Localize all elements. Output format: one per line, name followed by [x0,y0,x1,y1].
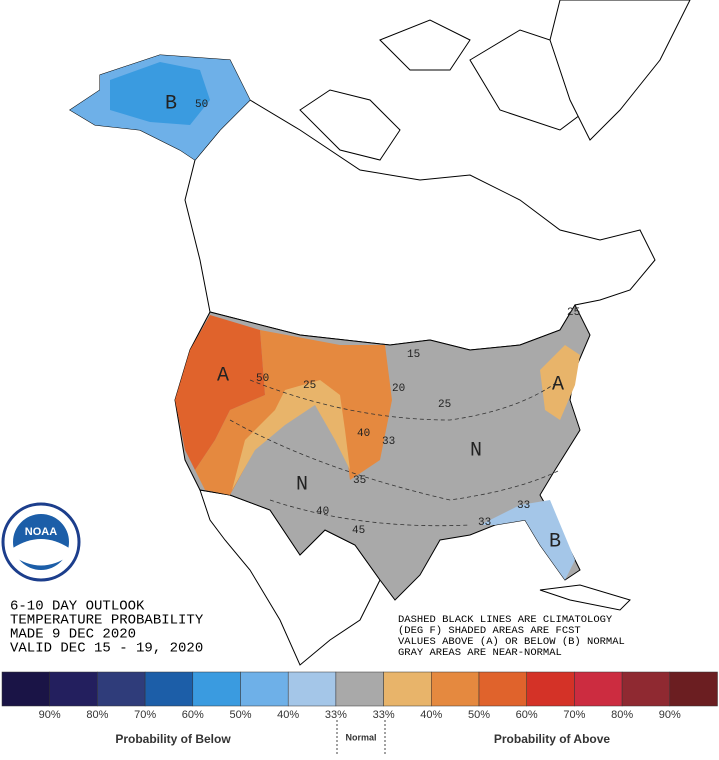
legend-label: 70% [563,709,585,721]
info-block: 6-10 DAY OUTLOOK TEMPERATURE PROBABILITY… [10,599,204,657]
map-label: 33 [382,436,395,448]
alaska-below-core [110,62,210,125]
legend-label: 50% [229,709,251,721]
noaa-logo: NOAA [1,502,81,582]
legend-swatch [287,671,337,707]
map-label: 25 [438,399,451,411]
legend-label: 33% [325,709,347,721]
legend: Probability of Below Normal Probability … [1,671,718,755]
map-label: 15 [407,349,420,361]
legend-swatch [1,671,50,707]
map-label: N [470,439,482,462]
legend-label: 70% [134,709,156,721]
legend-label: 40% [420,709,442,721]
note-line: VALUES ABOVE (A) OR BELOW (B) NORMAL [398,636,625,648]
map-label: A [552,373,564,396]
map-label: B [549,530,561,553]
legend-above-title: Probability of Above [494,732,611,746]
logo-text: NOAA [25,526,57,538]
isotherm [229,419,561,501]
legend-swatch [240,671,289,707]
cuba [539,584,631,611]
legend-swatch [526,671,575,707]
logo-wave [13,539,69,566]
legend-swatch [144,671,194,707]
climatology-lines [229,379,561,527]
map-labels: B 50 A 50 25 N 40 45 N B 33 33 A 40 33 2… [165,92,580,553]
legend-swatch [478,671,527,707]
legend-label: 80% [86,709,108,721]
map-label: A [217,364,229,387]
map-label: 40 [357,428,370,440]
note-line: GRAY AREAS ARE NEAR-NORMAL [398,647,562,659]
map-label: B [165,92,177,115]
isotherm [249,379,561,421]
map-label: 33 [517,500,530,512]
west-above-40 [232,380,350,490]
isotherm [269,499,471,527]
map-label: 20 [392,383,405,395]
legend-label: 90% [659,709,681,721]
map-label: 40 [316,506,329,518]
info-line: MADE 9 DEC 2020 [10,627,136,643]
note-line: (DEG F) SHADED AREAS ARE FCST [398,625,581,637]
legend-swatch [383,671,432,707]
info-line: TEMPERATURE PROBABILITY [10,613,204,629]
legend-label: 90% [39,709,61,721]
map-label: 25 [303,380,316,392]
legend-swatch [192,671,241,707]
info-line: VALID DEC 15 - 19, 2020 [10,641,203,657]
map-label: 50 [256,373,269,385]
notes-block: DASHED BLACK LINES ARE CLIMATOLOGY (DEG … [398,614,625,659]
west-above-60 [175,315,265,470]
legend-swatch [621,671,671,707]
legend-label: 40% [277,709,299,721]
map-label: 25 [567,307,580,319]
info-line: 6-10 DAY OUTLOOK [10,599,145,615]
legend-swatch [574,671,623,707]
legend-label: 60% [516,709,538,721]
legend-swatch [49,671,98,707]
legend-label: 60% [182,709,204,721]
map-label: N [296,473,308,496]
legend-label: 80% [611,709,633,721]
map-label: 35 [353,475,366,487]
legend-swatch [669,671,718,707]
northeast-above [540,345,580,420]
legend-label: 50% [468,709,490,721]
canada-outline [184,99,656,351]
legend-swatch [335,671,384,707]
legend-swatch [97,671,146,707]
map-label: 45 [352,525,365,537]
legend-below-title: Probability of Below [115,732,231,746]
map-label: 50 [195,99,208,111]
legend-normal-title: Normal [345,732,376,742]
florida-below [480,500,575,580]
legend-label: 33% [373,709,395,721]
legend-swatch [431,671,480,707]
note-line: DASHED BLACK LINES ARE CLIMATOLOGY [398,614,613,626]
greenland [549,0,691,141]
map-label: 33 [478,517,491,529]
